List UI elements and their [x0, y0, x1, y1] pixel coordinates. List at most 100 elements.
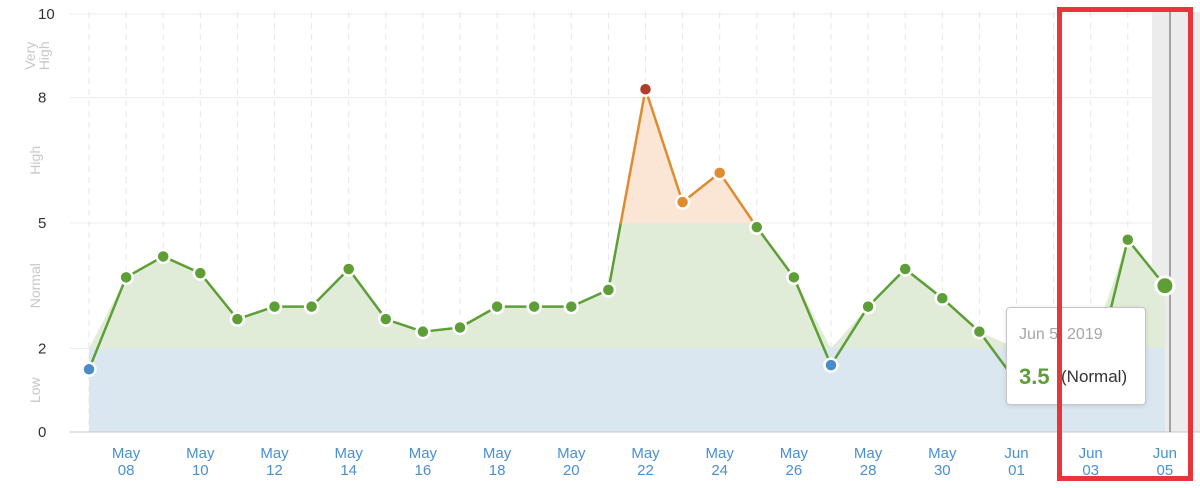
data-point — [378, 311, 394, 327]
series-points — [81, 81, 1176, 378]
x-tick-label-line: 16 — [415, 462, 432, 479]
x-tick-label: May 26 — [780, 445, 809, 479]
x-tick-label-line: Jun — [1004, 445, 1028, 462]
tooltip: Jun 5, 2019 3.5 (Normal) — [1006, 307, 1146, 405]
data-point — [118, 269, 134, 286]
data-point — [600, 282, 617, 298]
series-line-segment — [941, 296, 981, 333]
x-tick-label-line: Jun — [1079, 445, 1103, 462]
band-label: High — [27, 146, 43, 175]
x-tick-label-line: May — [928, 445, 957, 462]
x-tick-label-line: May — [483, 445, 512, 462]
x-tick-label: Jun 05 — [1153, 445, 1177, 479]
x-tick-label: May 08 — [112, 445, 141, 479]
data-point — [674, 194, 691, 210]
band-label: VeryHigh — [22, 41, 52, 70]
data-point — [823, 357, 839, 373]
x-tick-label-line: 12 — [266, 462, 283, 479]
series-line-segment — [347, 267, 388, 321]
x-tick-label-line: 28 — [860, 462, 877, 479]
highlight-box — [1057, 7, 1193, 481]
x-tick-label-line: Jun — [1153, 445, 1177, 462]
data-point — [489, 298, 505, 315]
series-line-segment — [310, 267, 350, 308]
area-fill-normal — [89, 223, 1165, 349]
y-tick-label: 8 — [38, 90, 46, 107]
x-tick-label-line: May — [112, 445, 141, 462]
area-fill-high — [620, 89, 754, 223]
series-line-segment — [87, 276, 128, 371]
data-point — [749, 219, 765, 235]
data-point — [192, 265, 209, 281]
data-point — [1120, 231, 1136, 248]
x-tick-label: May 18 — [483, 445, 512, 479]
x-tick-label-line: May — [335, 445, 364, 462]
series-line-segment — [619, 87, 647, 225]
x-tick-label: May 10 — [186, 445, 215, 479]
band-label-line: Very — [22, 42, 38, 70]
series-line-segment — [607, 221, 623, 292]
x-tick-label: May 12 — [260, 445, 289, 479]
x-tick-label-line: May — [260, 445, 289, 462]
x-tick-label-line: May — [409, 445, 438, 462]
data-point — [340, 261, 357, 277]
data-point — [897, 261, 913, 277]
x-tick-label: May 14 — [335, 445, 364, 479]
x-tick-label-line: 26 — [786, 462, 803, 479]
data-point — [229, 311, 246, 327]
y-tick-label: 2 — [38, 340, 46, 357]
x-tick-label: May 20 — [557, 445, 586, 479]
x-tick-label: May 16 — [409, 445, 438, 479]
x-tick-label-line: May — [557, 445, 586, 462]
x-tick-label-line: 03 — [1082, 462, 1099, 479]
x-tick-label-line: 24 — [711, 462, 728, 479]
x-tick-label-line: 10 — [192, 462, 209, 479]
data-point — [526, 298, 542, 315]
x-tick-label-line: May — [780, 445, 809, 462]
x-tick-label-line: May — [854, 445, 883, 462]
tooltip-status: (Normal) — [1061, 367, 1128, 386]
x-tick-label-line: May — [186, 445, 215, 462]
data-point — [637, 81, 654, 97]
x-tick-label: May 24 — [706, 445, 735, 479]
series-line-segment — [644, 87, 684, 204]
x-tick-label-line: May — [631, 445, 660, 462]
x-tick-label-line: 20 — [563, 462, 580, 479]
y-tick-label: 5 — [38, 215, 46, 232]
data-point — [786, 269, 802, 286]
area-fill-low — [89, 348, 1165, 432]
series-line-segment — [829, 305, 870, 367]
data-point — [415, 323, 431, 340]
x-tick-label: Jun 01 — [1004, 445, 1028, 479]
x-tick-label-line: 14 — [340, 462, 357, 479]
data-point — [971, 323, 988, 340]
x-tick-label-line: 01 — [1008, 462, 1025, 479]
x-tick-label-line: 05 — [1157, 462, 1174, 479]
data-point — [155, 248, 171, 265]
data-point — [452, 319, 468, 336]
data-point — [860, 298, 876, 315]
x-tick-label-line: 08 — [118, 462, 135, 479]
data-point — [711, 165, 728, 181]
tooltip-value: 3.5 — [1019, 364, 1050, 389]
series-line-segment — [903, 267, 944, 300]
series-line-segment — [199, 271, 239, 321]
data-point — [563, 298, 580, 315]
band-label-line: High — [36, 41, 52, 70]
series-line-segment — [866, 267, 907, 308]
x-tick-label-line: May — [706, 445, 735, 462]
series-line-segment — [755, 225, 796, 279]
data-point — [266, 298, 283, 315]
y-tick-label: 0 — [38, 424, 46, 441]
series-line-segment — [718, 171, 756, 225]
series-line-segment — [792, 276, 833, 367]
data-point — [303, 298, 320, 315]
x-tick-label: May 30 — [928, 445, 957, 479]
x-tick-label-line: 30 — [934, 462, 951, 479]
y-tick-labels: 0 2 5 8 10 — [38, 6, 55, 441]
data-point — [1154, 275, 1176, 297]
data-point — [934, 290, 951, 306]
x-tick-label: May 22 — [631, 445, 660, 479]
